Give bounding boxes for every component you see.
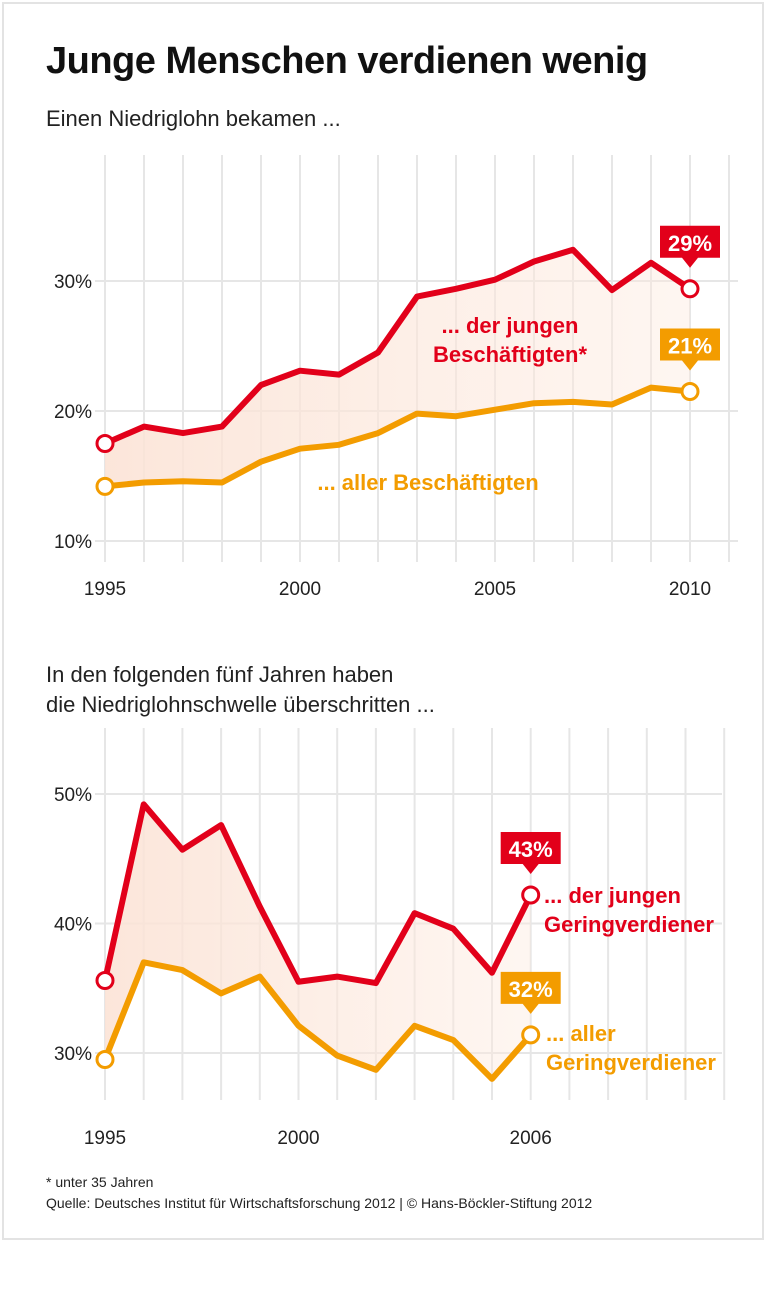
value-badge-label: 43%: [509, 837, 553, 862]
x-tick-label: 2006: [510, 1128, 552, 1149]
x-tick-label: 2000: [279, 579, 321, 600]
y-tick-label: 20%: [54, 402, 92, 423]
area-between-series: [105, 804, 531, 1079]
series-label: ... aller Beschäftigten: [317, 470, 538, 495]
page-title: Junge Menschen verdienen wenig: [46, 40, 648, 82]
series-line: [103, 246, 692, 447]
value-badge-label: 29%: [668, 231, 712, 256]
x-tick-label: 2010: [669, 579, 711, 600]
value-badge: [500, 971, 561, 1014]
y-tick-label: 30%: [54, 272, 92, 293]
series-label: Beschäftigten*: [433, 342, 587, 367]
y-tick-label: 30%: [54, 1044, 92, 1065]
source: Quelle: Deutsches Institut für Wirtschaf…: [46, 1195, 593, 1211]
series-label: Geringverdiener: [546, 1050, 716, 1075]
area-between-series: [105, 249, 690, 487]
y-tick-label: 10%: [54, 532, 92, 553]
x-tick-label: 1995: [84, 579, 126, 600]
series-endpoint: [95, 1049, 115, 1069]
value-badge-label: 21%: [668, 334, 712, 359]
footnote: * unter 35 Jahren: [46, 1174, 154, 1190]
series-label: ... der jungen: [544, 883, 681, 908]
series-endpoint: [521, 885, 541, 905]
series-label: ... der jungen: [442, 313, 579, 338]
series-label: ... aller: [546, 1021, 616, 1046]
value-badge: [660, 225, 720, 268]
series-endpoint: [95, 970, 115, 990]
value-badge-label: 32%: [509, 977, 553, 1002]
series-endpoint: [680, 279, 700, 299]
series-endpoint: [521, 1025, 541, 1045]
value-badge: [660, 328, 720, 371]
y-tick-label: 40%: [54, 915, 92, 936]
series-line: [102, 801, 534, 987]
series-line: [104, 384, 691, 490]
series-label: Geringverdiener: [544, 912, 714, 937]
chart2-subtitle: In den folgenden fünf Jahren haben die N…: [46, 660, 435, 720]
x-tick-label: 1995: [84, 1128, 126, 1149]
y-tick-label: 50%: [54, 785, 92, 806]
series-endpoint: [680, 382, 700, 401]
series-endpoint: [95, 476, 115, 496]
chart2-subtitle-line1: In den folgenden fünf Jahren haben: [46, 662, 394, 687]
series-line: [102, 959, 533, 1082]
chart2-subtitle-line2: die Niedriglohnschwelle überschritten ..…: [46, 692, 435, 717]
x-tick-label: 2005: [474, 579, 516, 600]
x-tick-label: 2000: [277, 1128, 319, 1149]
value-badge: [500, 832, 561, 875]
series-endpoint: [95, 434, 115, 453]
chart1-subtitle: Einen Niedriglohn bekamen ...: [46, 106, 341, 131]
